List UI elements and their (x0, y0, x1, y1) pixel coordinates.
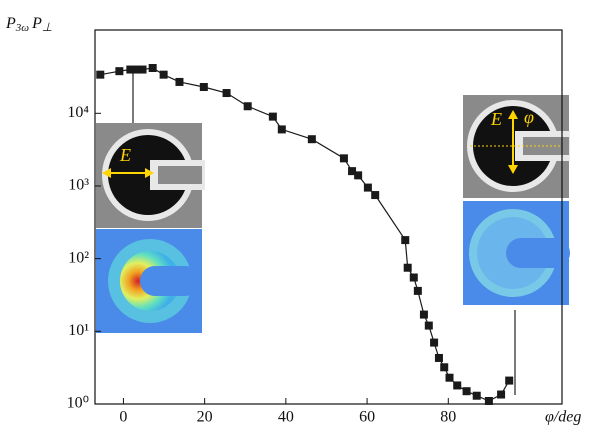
annotation: E (119, 145, 131, 165)
data-point (138, 65, 147, 74)
annotation: φ (524, 107, 534, 127)
data-point (175, 77, 184, 86)
data-point (354, 171, 363, 180)
x-tick-label: 40 (278, 409, 294, 426)
data-point (132, 65, 141, 74)
data-point (199, 83, 208, 92)
data-point (159, 70, 168, 79)
data-point (363, 183, 372, 192)
right-inset (463, 95, 570, 395)
y-tick-label: 10² (68, 249, 89, 266)
data-point (148, 64, 157, 73)
data-point (445, 373, 454, 382)
data-point (371, 191, 380, 200)
x-tick-label: 20 (197, 409, 213, 426)
data-point (115, 67, 124, 76)
y-tick-label: 10⁴ (67, 104, 89, 121)
y-tick-label: 10¹ (68, 322, 89, 339)
data-point (222, 89, 231, 98)
data-point (484, 396, 493, 405)
data-point (403, 263, 412, 272)
left-inset (96, 70, 205, 333)
plot-frame (94, 29, 563, 405)
data-point (348, 167, 357, 176)
x-tick-label: 80 (440, 409, 456, 426)
annotation: E (490, 109, 502, 129)
data-point (401, 236, 410, 245)
data-point (243, 102, 252, 111)
y-tick-label: 10³ (68, 177, 89, 194)
data-point (440, 363, 449, 372)
data-point (409, 273, 418, 282)
y-axis-label: P3ω P⊥ (5, 15, 52, 34)
data-point (497, 390, 506, 399)
y-tick-label: 10⁰ (67, 395, 89, 412)
data-point (462, 387, 471, 396)
data-point (430, 338, 439, 347)
data-point (472, 391, 481, 400)
data-point (413, 286, 422, 295)
x-tick-label: 60 (359, 409, 375, 426)
data-point (126, 65, 135, 74)
data-point (505, 376, 514, 385)
data-point (453, 381, 462, 390)
data-point (268, 112, 277, 121)
x-tick-label: 0 (119, 409, 127, 426)
data-point (424, 321, 433, 330)
data-point (96, 70, 105, 79)
data-point (307, 135, 316, 144)
data-point (434, 353, 443, 362)
data-point (277, 125, 286, 134)
data-point (339, 154, 348, 163)
data-point (419, 310, 428, 319)
x-axis-label: φ/deg (545, 409, 581, 426)
